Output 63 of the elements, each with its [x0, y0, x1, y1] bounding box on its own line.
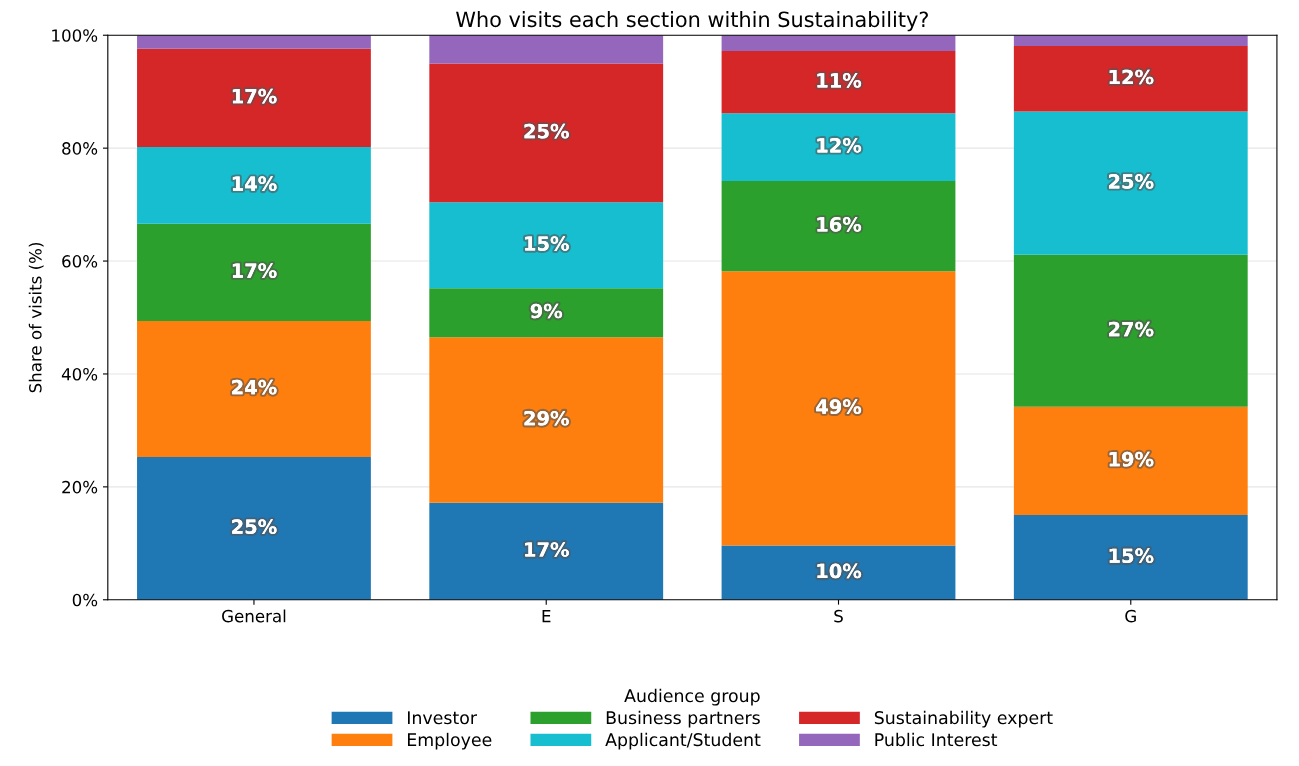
y-tick-label: 60%: [62, 255, 98, 268]
y-tick-label: 100%: [52, 29, 98, 42]
y-tick-label: 0%: [72, 593, 98, 607]
bar: [721, 271, 956, 546]
bar: [721, 545, 956, 600]
bar: [721, 180, 956, 272]
data-label: 11%: [817, 73, 862, 88]
bar: [1013, 406, 1248, 516]
data-label: 25%: [232, 519, 277, 535]
bar: [429, 35, 664, 64]
legend-label: Public Interest: [875, 732, 998, 747]
bar: [137, 320, 371, 457]
bar: [721, 113, 956, 181]
bar: [137, 223, 371, 321]
data-label: 17%: [525, 542, 569, 557]
bar: [429, 288, 664, 338]
bar: [137, 147, 371, 224]
data-label: 27%: [1109, 321, 1154, 337]
legend-label: Business partners: [606, 710, 760, 728]
x-tick-label: S: [834, 609, 843, 623]
bar: [1013, 515, 1248, 600]
y-tick-label: 80%: [62, 142, 98, 155]
data-label: 15%: [1109, 548, 1154, 564]
bar: [137, 48, 371, 148]
x-tick-label: G: [1125, 609, 1136, 623]
legend-label: Applicant/Student: [605, 732, 761, 750]
legend-label: Investor: [407, 711, 477, 725]
bar: [1013, 35, 1248, 46]
bar: [721, 35, 956, 52]
bar: [429, 502, 664, 600]
data-label: 17%: [232, 88, 277, 104]
data-label: 25%: [524, 123, 569, 139]
data-label: 9%: [530, 303, 563, 319]
data-label: 15%: [525, 236, 569, 251]
bar: [1013, 254, 1248, 407]
legend-title: Audience group: [624, 688, 760, 706]
data-label: 17%: [232, 263, 277, 278]
data-label: 25%: [1109, 174, 1154, 189]
data-label: 29%: [524, 410, 569, 426]
y-tick-label: 20%: [62, 480, 98, 494]
data-label: 19%: [1109, 451, 1154, 467]
legend-label: Sustainability expert: [874, 710, 1053, 728]
data-label: 49%: [816, 399, 862, 415]
chart-title: Who visits each section within Sustainability?: [456, 11, 928, 32]
data-label: 10%: [817, 563, 862, 579]
y-tick-label: 40%: [61, 367, 98, 381]
data-label: 24%: [232, 379, 277, 395]
legend-label: Employee: [407, 732, 492, 750]
bar: [429, 337, 664, 503]
bar: [137, 456, 371, 600]
x-tick-label: E: [542, 610, 551, 623]
bar: [429, 202, 664, 289]
bar: [1013, 45, 1248, 112]
data-label: 16%: [817, 216, 862, 232]
bar: [429, 63, 664, 203]
data-label: 12%: [1109, 69, 1154, 85]
y-axis-title: Share of visits (%): [28, 242, 44, 393]
data-label: 12%: [817, 137, 862, 153]
bar: [137, 35, 371, 49]
data-label: 14%: [232, 176, 277, 192]
bar: [721, 51, 956, 114]
x-tick-label: General: [222, 609, 286, 623]
bar: [1013, 111, 1248, 255]
